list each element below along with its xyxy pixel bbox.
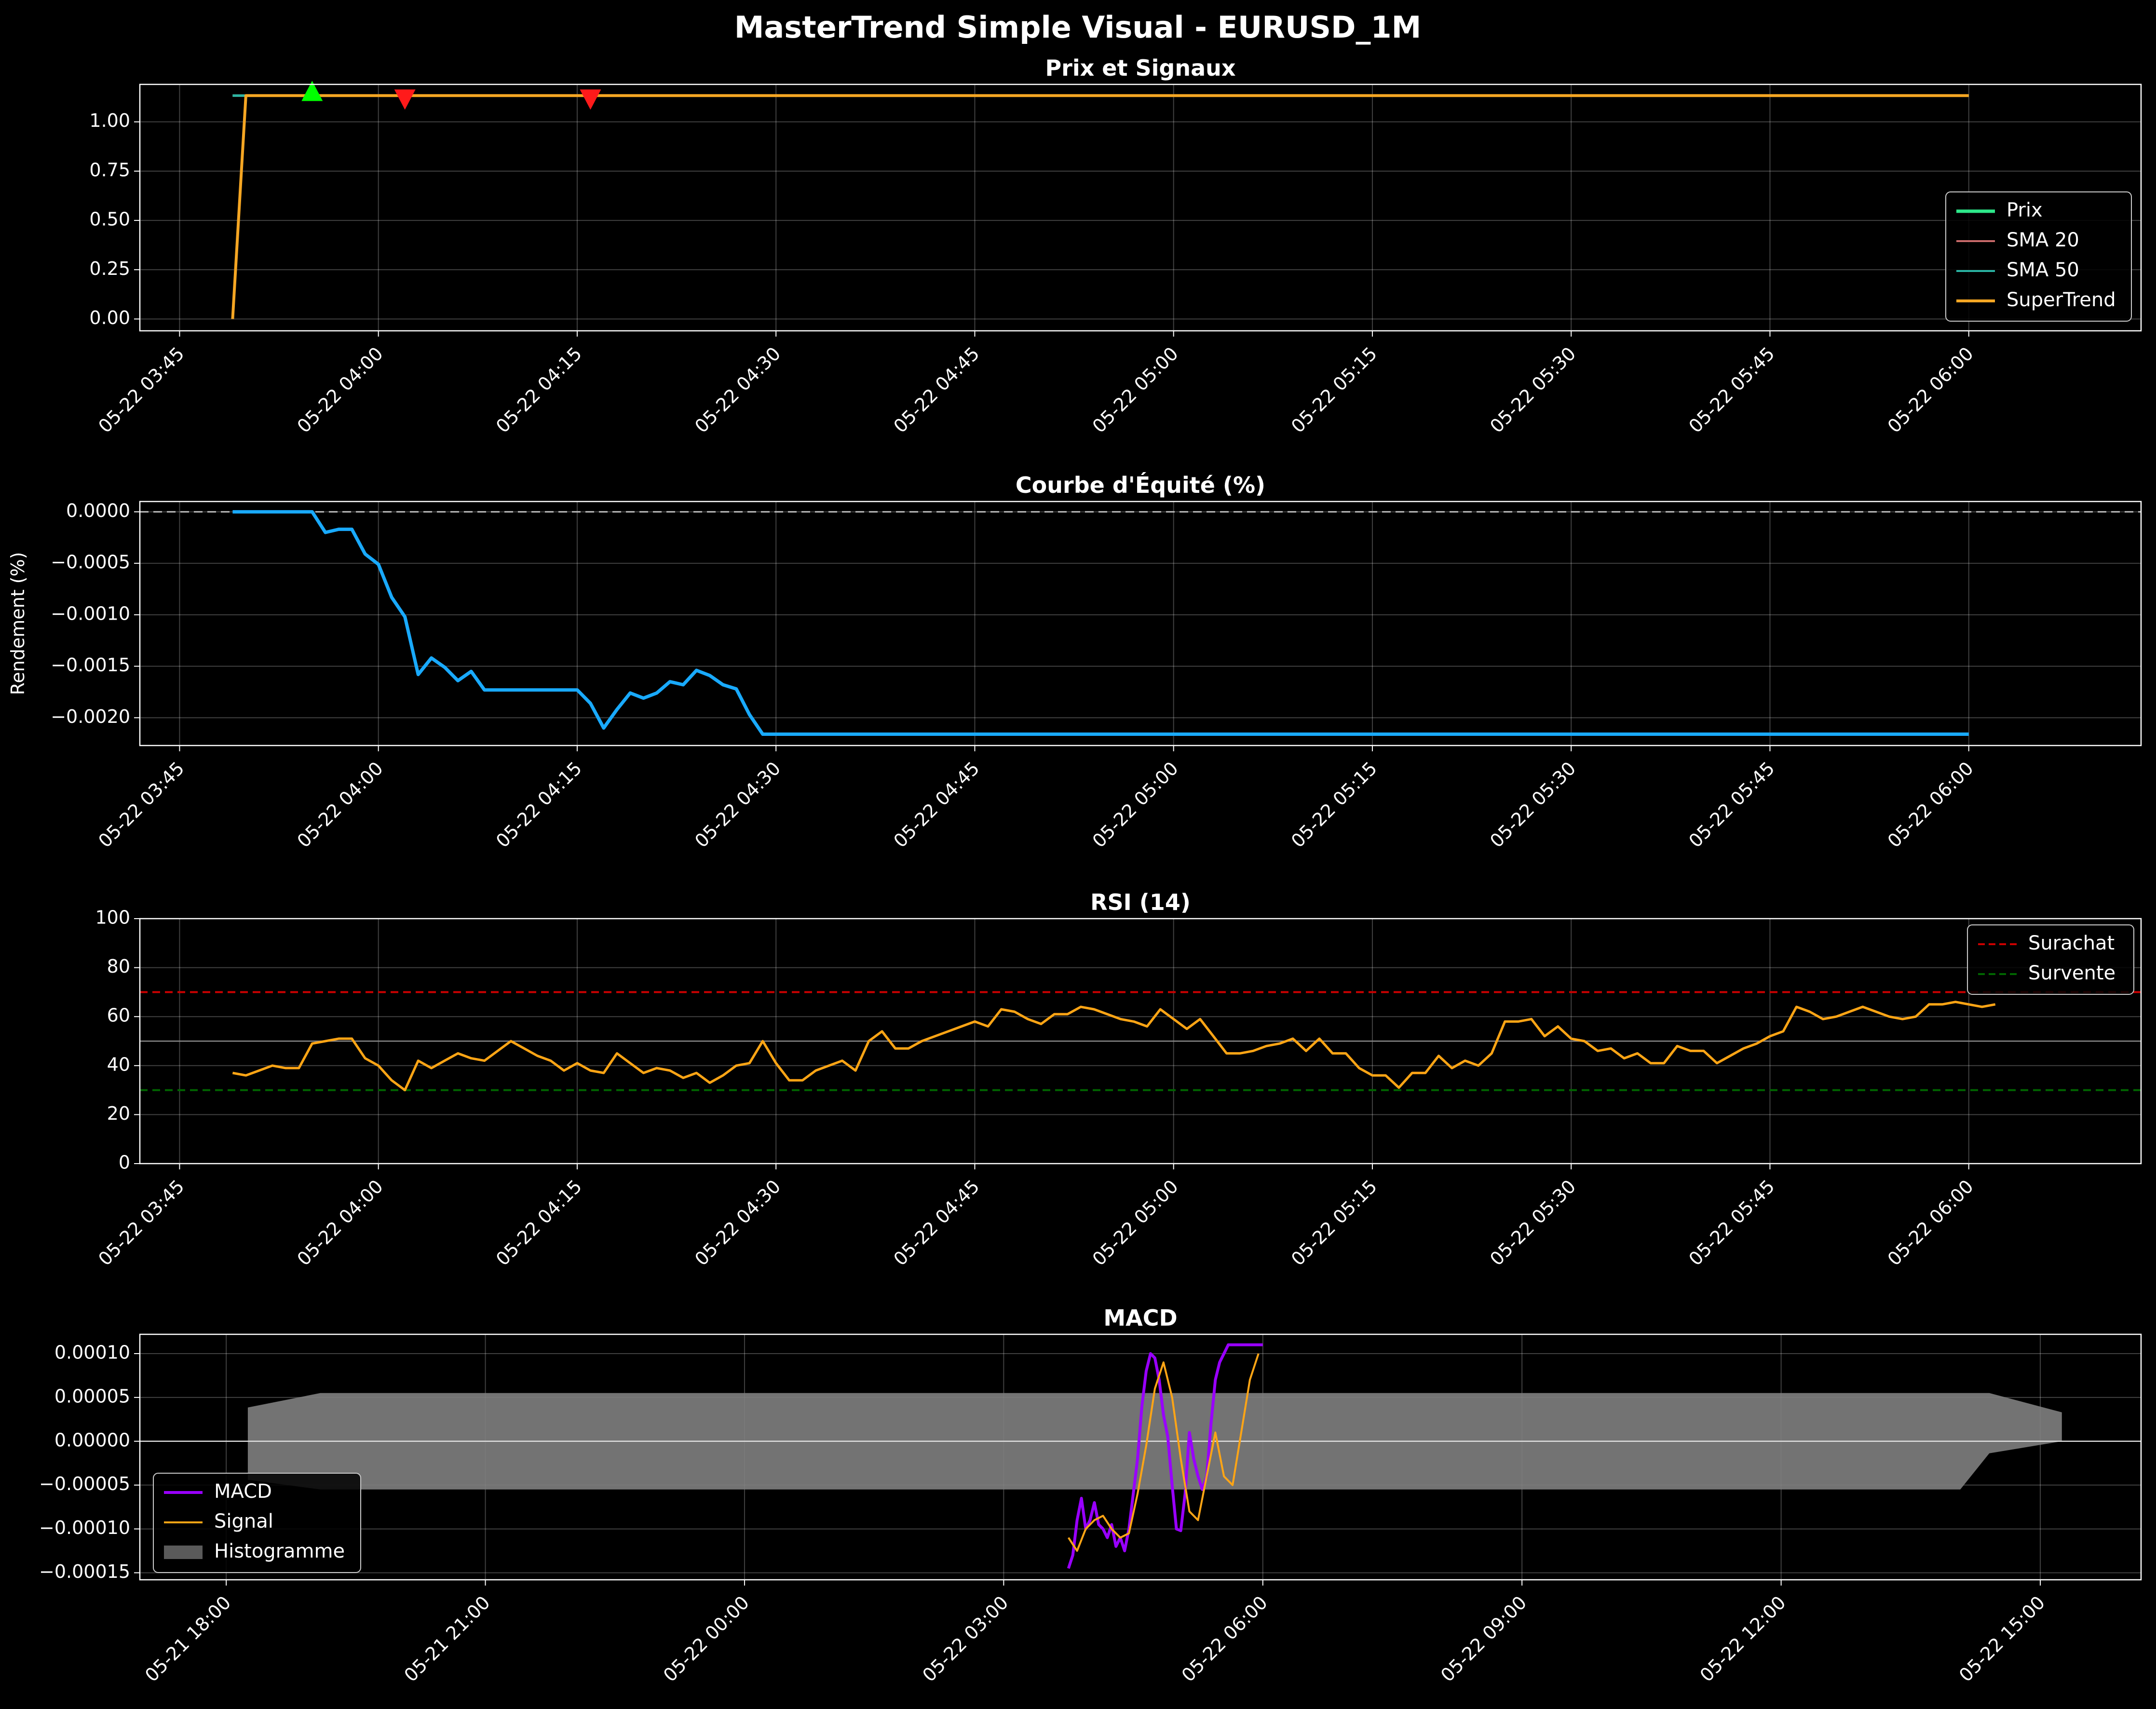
- x-tick-label: 05-22 04:30: [691, 1176, 785, 1270]
- y-tick-label: 0.50: [89, 209, 130, 230]
- x-tick-label: 05-22 05:45: [1684, 343, 1778, 437]
- y-tick-label: 1.00: [89, 110, 130, 131]
- x-tick-label: 05-22 03:45: [94, 1176, 188, 1270]
- y-tick-label: 100: [95, 907, 130, 928]
- y-tick-label: −0.00015: [39, 1561, 130, 1582]
- histogram-negative-bars: [247, 1441, 2062, 1490]
- series-line-macd: [1067, 1343, 1263, 1569]
- y-tick-label: 0.00010: [54, 1342, 130, 1363]
- x-tick-label: 05-22 04:15: [492, 1176, 586, 1270]
- figure-title: MasterTrend Simple Visual - EURUSD_1M: [734, 10, 1422, 45]
- legend-label: Survente: [2028, 962, 2115, 984]
- y-tick-label: 80: [107, 956, 130, 977]
- axes-frame: [139, 501, 2142, 746]
- legend-label: Prix: [2007, 199, 2043, 221]
- y-tick-label: 20: [107, 1103, 130, 1124]
- x-tick-label: 05-22 00:00: [659, 1592, 753, 1686]
- axes-frame: [139, 1333, 2142, 1581]
- x-tick-label: 05-22 04:45: [889, 343, 983, 437]
- x-tick-label: 05-22 04:30: [691, 343, 785, 437]
- y-tick-label: −0.0015: [51, 654, 130, 676]
- legend-label: SMA 20: [2007, 229, 2079, 251]
- legend-label: SuperTrend: [2007, 289, 2116, 311]
- x-tick-label: 05-22 05:30: [1486, 343, 1580, 437]
- y-tick-label: 40: [107, 1054, 130, 1075]
- panel-title: MACD: [1103, 1305, 1177, 1331]
- y-tick-label: −0.0020: [51, 706, 130, 727]
- x-tick-label: 05-22 15:00: [1955, 1592, 2049, 1686]
- y-tick-label: −0.00005: [39, 1473, 130, 1494]
- y-tick-label: 0: [119, 1152, 130, 1173]
- y-tick-label: 60: [107, 1005, 130, 1026]
- x-tick-label: 05-22 05:45: [1684, 1176, 1778, 1270]
- x-tick-label: 05-22 05:15: [1287, 343, 1381, 437]
- x-tick-label: 05-22 04:00: [293, 343, 387, 437]
- x-tick-label: 05-22 05:30: [1486, 758, 1580, 852]
- y-tick-label: −0.0005: [51, 552, 130, 573]
- y-tick-label: −0.00010: [39, 1517, 130, 1538]
- sell-signal-marker: [580, 89, 601, 110]
- x-tick-label: 05-22 05:15: [1287, 1176, 1381, 1270]
- x-tick-label: 05-22 06:00: [1884, 1176, 1978, 1270]
- legend-label: Surachat: [2028, 932, 2115, 954]
- legend-swatch: [164, 1546, 203, 1559]
- x-tick-label: 05-22 03:45: [94, 758, 188, 852]
- buy-signal-marker: [301, 81, 323, 101]
- legend-box: [1945, 191, 2132, 322]
- y-tick-label: 0.0000: [66, 500, 130, 521]
- y-tick-label: −0.0010: [51, 603, 130, 624]
- y-tick-label: 0.00000: [54, 1429, 130, 1451]
- x-tick-label: 05-22 04:15: [492, 758, 586, 852]
- x-tick-label: 05-22 03:45: [94, 343, 188, 437]
- x-tick-label: 05-22 04:00: [293, 1176, 387, 1270]
- legend-label: Signal: [214, 1510, 273, 1533]
- x-tick-label: 05-22 04:00: [293, 758, 387, 852]
- x-tick-label: 05-22 04:45: [889, 758, 983, 852]
- series-line-supertrend: [231, 94, 1969, 319]
- x-tick-label: 05-21 18:00: [141, 1592, 235, 1686]
- x-tick-label: 05-22 05:00: [1088, 758, 1182, 852]
- axes-frame: [139, 918, 2142, 1165]
- x-tick-label: 05-22 06:00: [1884, 343, 1978, 437]
- legend-label: SMA 50: [2007, 259, 2079, 281]
- equity-curve-line: [232, 510, 1969, 736]
- x-tick-label: 05-22 04:30: [691, 758, 785, 852]
- y-axis-label: Rendement (%): [7, 552, 28, 695]
- legend-label: MACD: [214, 1480, 272, 1503]
- x-tick-label: 05-22 05:45: [1684, 758, 1778, 852]
- panel-title: Prix et Signaux: [1045, 55, 1235, 81]
- legend-box: [1967, 924, 2134, 995]
- legend-label: Histogramme: [214, 1540, 345, 1562]
- x-tick-label: 05-22 06:00: [1884, 758, 1978, 852]
- x-tick-label: 05-22 03:00: [918, 1592, 1012, 1686]
- y-tick-label: 0.00005: [54, 1385, 130, 1407]
- y-tick-label: 0.00: [89, 307, 130, 328]
- x-tick-label: 05-22 09:00: [1437, 1592, 1531, 1686]
- histogram-positive-bars: [247, 1393, 2062, 1441]
- panel-title: RSI (14): [1090, 889, 1191, 915]
- price-panel: Prix et Signaux 05-22 03:45 05-22 04:00 05-…: [89, 55, 2142, 437]
- x-tick-label: 05-22 05:15: [1287, 758, 1381, 852]
- legend-box: [153, 1473, 361, 1573]
- x-tick-label: 05-22 05:00: [1088, 1176, 1182, 1270]
- series-line-signal: [1068, 1353, 1260, 1552]
- y-tick-label: 0.75: [89, 159, 130, 180]
- x-tick-label: 05-22 05:00: [1088, 343, 1182, 437]
- rsi-line: [232, 1001, 1996, 1092]
- x-tick-label: 05-22 06:00: [1178, 1592, 1272, 1686]
- x-tick-label: 05-21 21:00: [400, 1592, 494, 1686]
- macd-panel: MACD 05-21 18:00 05-21 21:00 05-22 00:00 05-…: [39, 1305, 2142, 1686]
- x-tick-label: 05-22 05:30: [1486, 1176, 1580, 1270]
- equity-panel: Courbe d'Équité (%) 05-22 03:45 05-22 04:0…: [7, 472, 2142, 852]
- y-tick-label: 0.25: [89, 258, 130, 279]
- sell-signal-marker: [394, 89, 416, 110]
- x-tick-label: 05-22 12:00: [1696, 1592, 1790, 1686]
- panel-title: Courbe d'Équité (%): [1016, 472, 1265, 498]
- x-tick-label: 05-22 04:45: [889, 1176, 983, 1270]
- rsi-panel: RSI (14) 05-22 03:45 05-22 04:00 05-22 04:1…: [94, 889, 2142, 1270]
- x-tick-label: 05-22 04:15: [492, 343, 586, 437]
- axes-frame: [139, 83, 2142, 332]
